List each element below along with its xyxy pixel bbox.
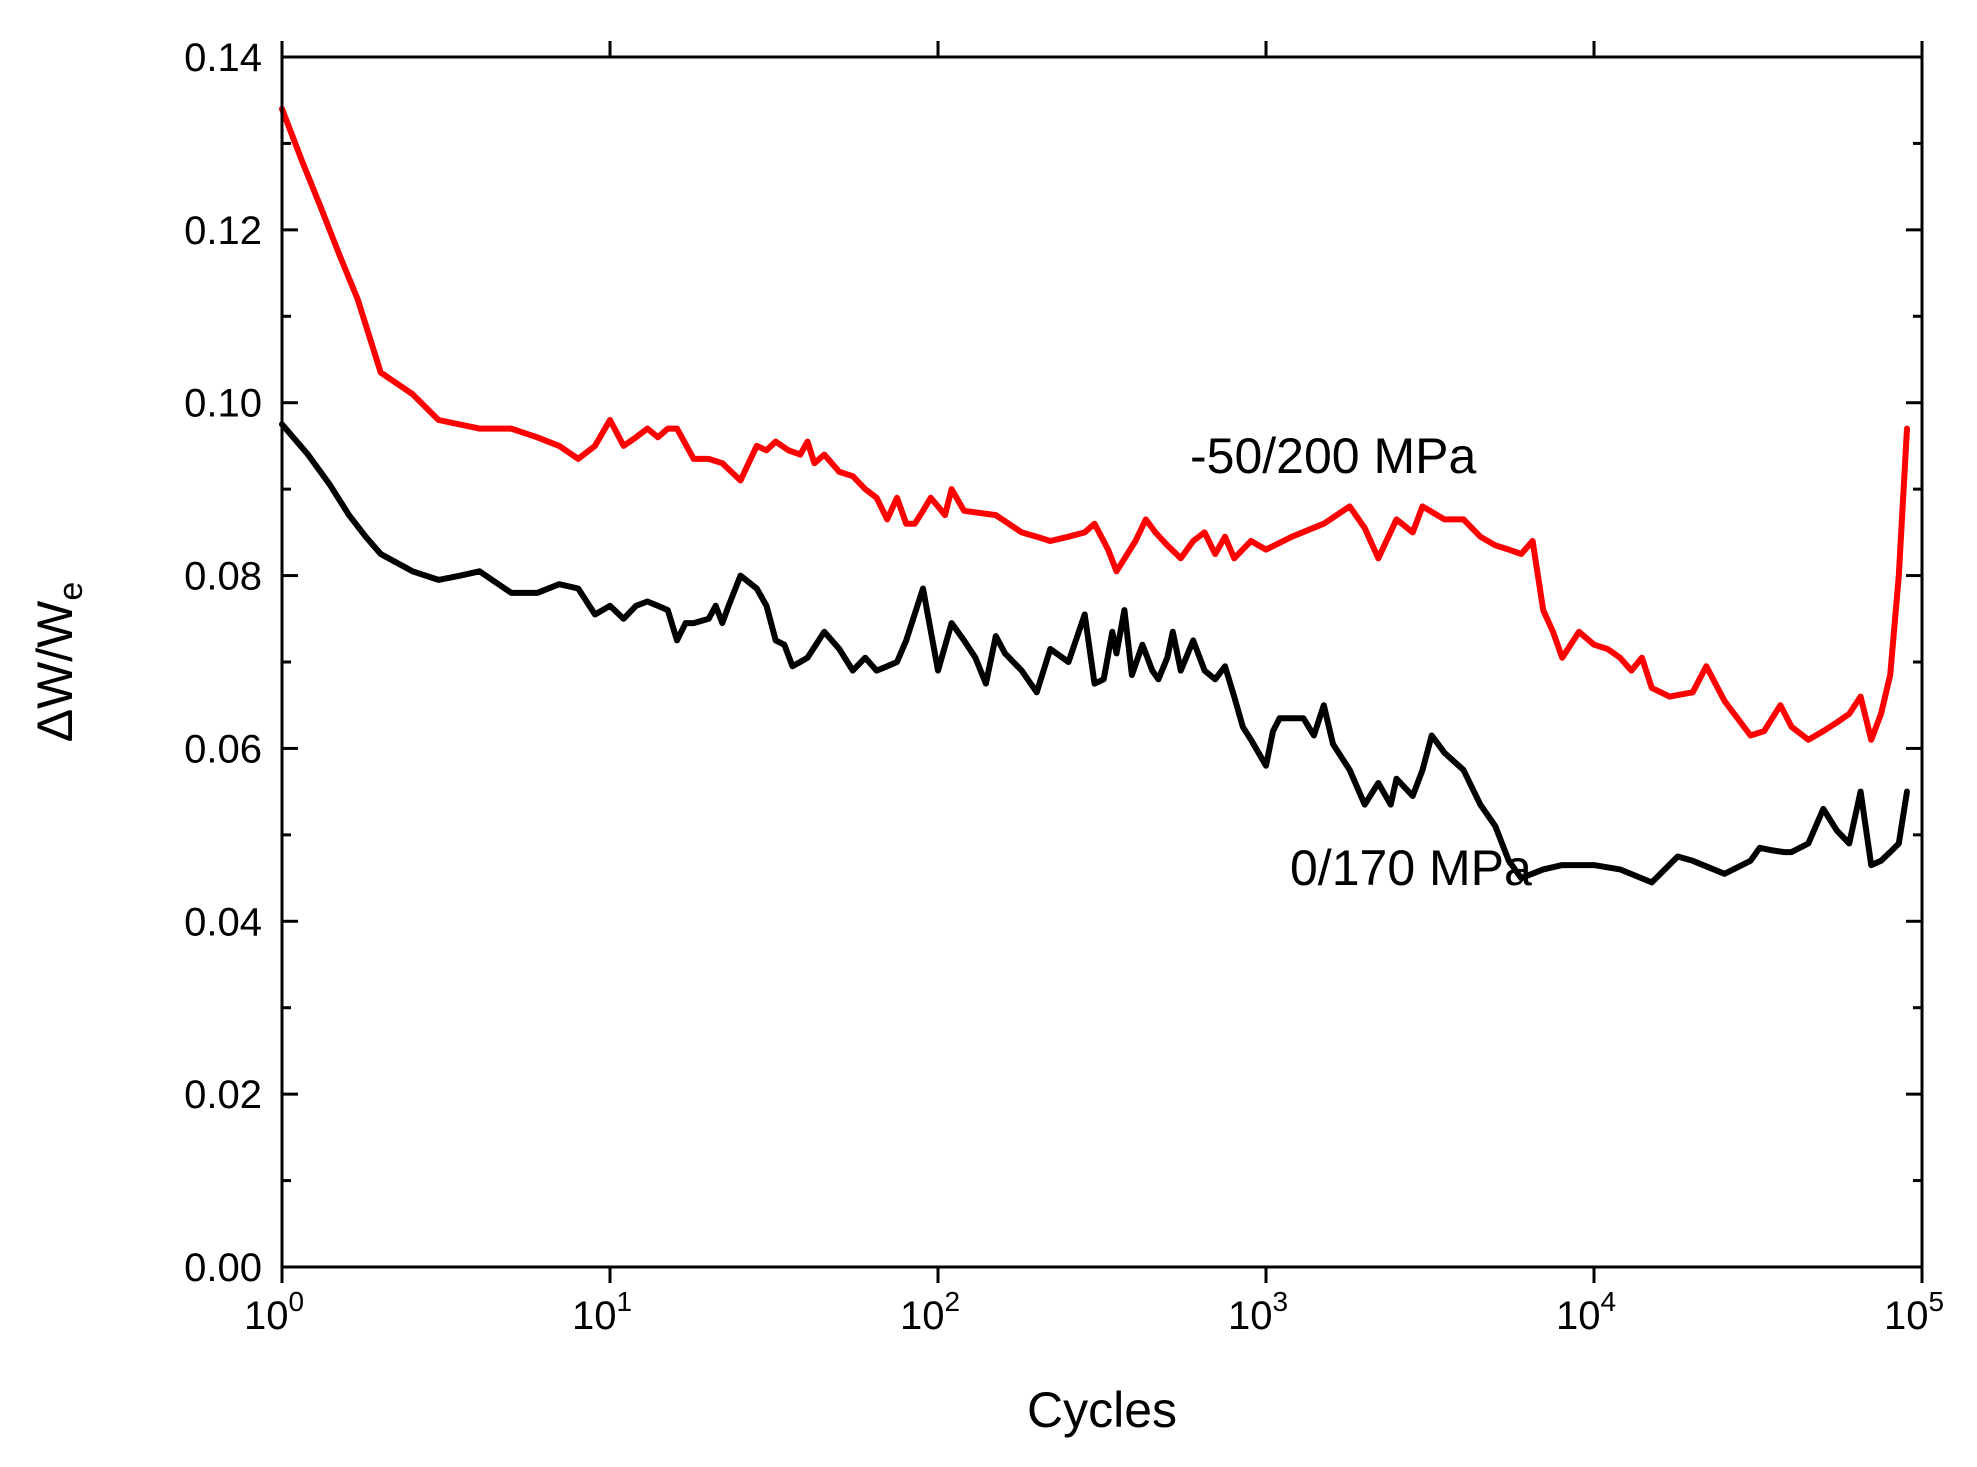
y-axis-title-subscript: e (52, 582, 90, 601)
x-axis-title: Cycles (1027, 1382, 1177, 1438)
annotation-series-black: 0/170 MPa (1290, 840, 1532, 896)
x-tick-label: 102 (900, 1286, 960, 1338)
x-tick-base: 10 (1228, 1294, 1273, 1338)
x-tick-exponent: 5 (1928, 1286, 1944, 1317)
x-tick-base: 10 (572, 1294, 617, 1338)
x-tick-exponent: 4 (1600, 1286, 1616, 1317)
y-tick-label: 0.06 (184, 727, 262, 771)
x-tick-base: 10 (900, 1294, 945, 1338)
x-tick-base: 10 (1556, 1294, 1601, 1338)
x-tick-base: 10 (244, 1294, 289, 1338)
x-tick-label: 104 (1556, 1286, 1616, 1338)
x-tick-exponent: 1 (616, 1286, 632, 1317)
y-tick-label: 0.04 (184, 900, 262, 944)
y-tick-label: 0.08 (184, 555, 262, 599)
y-tick-label: 0.02 (184, 1073, 262, 1117)
x-tick-exponent: 2 (944, 1286, 960, 1317)
x-tick-exponent: 0 (288, 1286, 304, 1317)
y-tick-label: 0.00 (184, 1246, 262, 1290)
x-tick-label: 105 (1884, 1286, 1944, 1338)
x-tick-base: 10 (1884, 1294, 1929, 1338)
y-axis-title-main: ΔW/W (27, 600, 83, 742)
x-tick-label: 101 (572, 1286, 632, 1338)
x-tick-label: 100 (244, 1286, 304, 1338)
x-tick-label: 103 (1228, 1286, 1288, 1338)
series-line-red (279, 105, 1910, 743)
plot-series (279, 105, 1910, 886)
x-tick-exponent: 3 (1272, 1286, 1288, 1317)
annotation-series-red: -50/200 MPa (1190, 428, 1476, 484)
y-tick-label: 0.14 (184, 36, 262, 80)
axis-ticks (280, 41, 1924, 1283)
series-line-black (279, 421, 1910, 886)
y-tick-label: 0.10 (184, 382, 262, 426)
plot-frame (280, 55, 1924, 1269)
y-tick-label: 0.12 (184, 209, 262, 253)
y-axis-title: ΔW/We (27, 582, 90, 743)
